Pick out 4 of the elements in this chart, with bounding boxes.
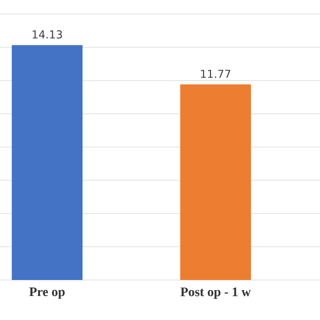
data-label: 11.77 [201, 70, 230, 78]
data-label: 14.13 [32, 30, 62, 39]
x-tick-label: Pre op [29, 288, 65, 299]
x-tick-label: Post op - 1 w [180, 288, 251, 299]
